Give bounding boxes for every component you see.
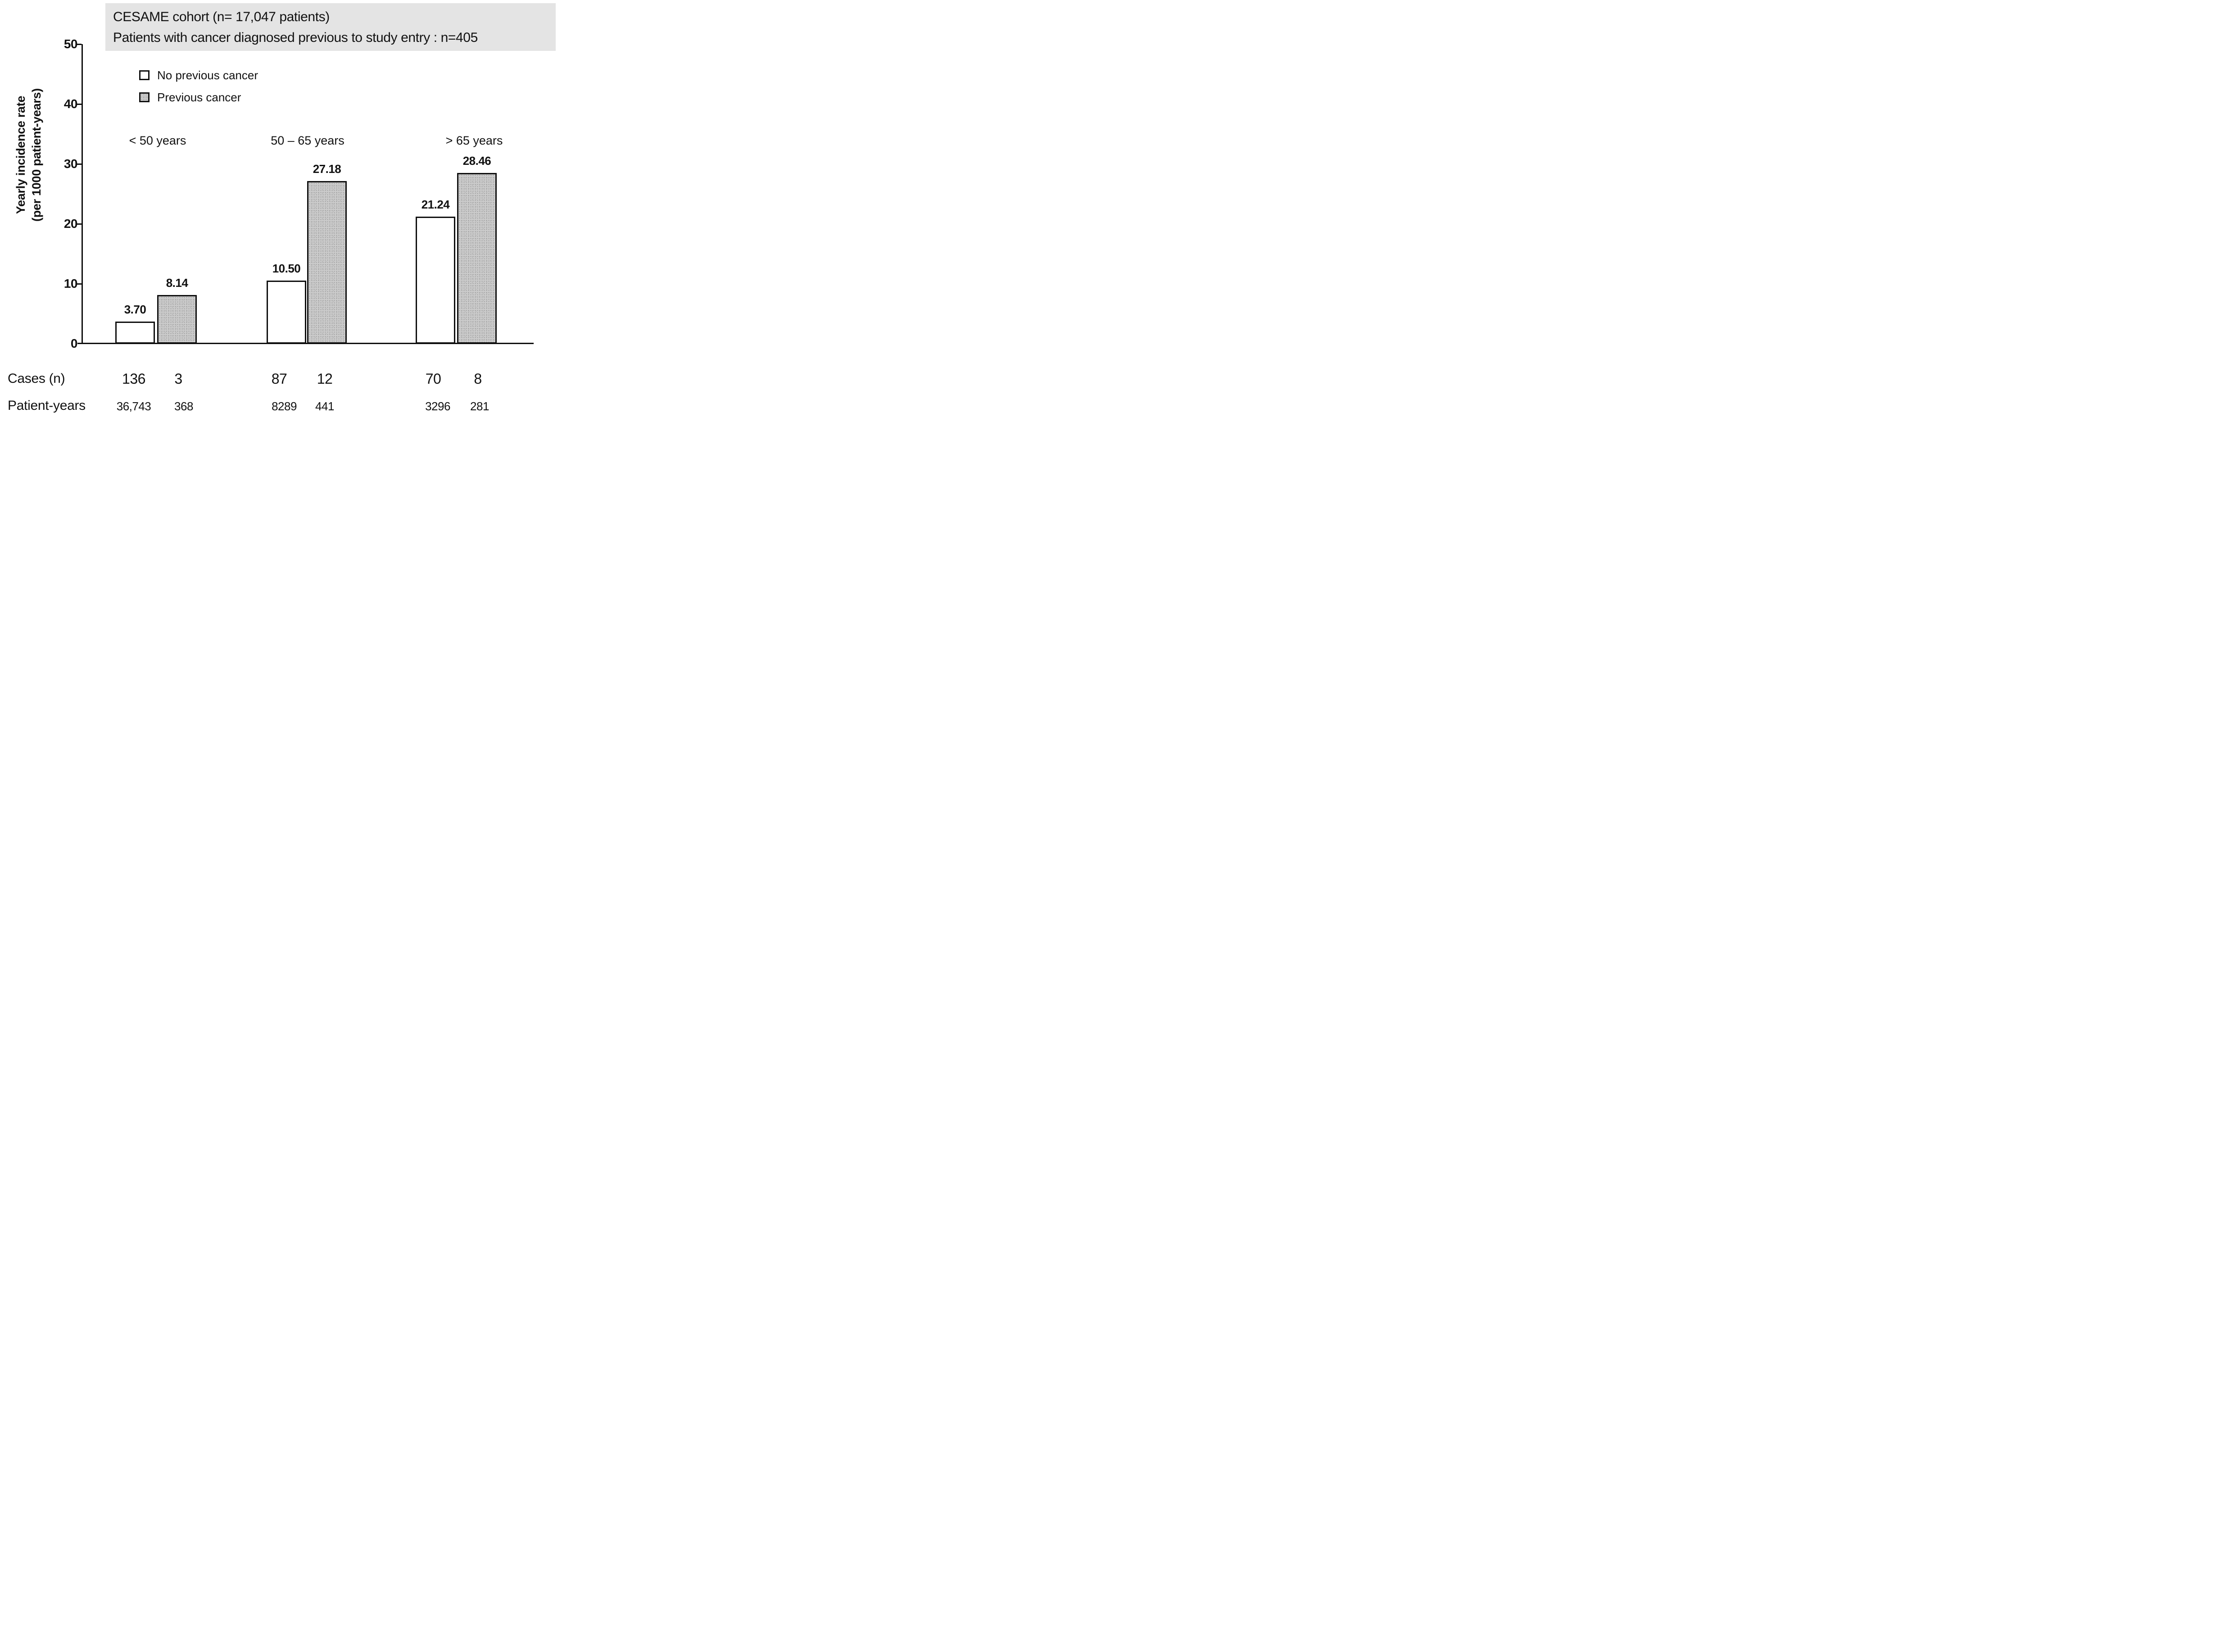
patient-years-value-3: 8289 [272, 399, 297, 413]
bar-value-label-no-previous-cancer-group-1: 3.70 [124, 303, 146, 316]
cases-value-2: 3 [174, 371, 182, 387]
bar-value-label-previous-cancer-group-3: 28.46 [462, 154, 491, 168]
bar-no-previous-cancer-group-3 [416, 217, 455, 344]
bar-previous-cancer-group-3 [457, 173, 497, 344]
y-tick-mark-50 [77, 44, 82, 45]
group-label-1: < 50 years [129, 134, 186, 147]
cases-value-5: 70 [425, 371, 441, 387]
bar-value-label-no-previous-cancer-group-2: 10.50 [272, 262, 301, 275]
bar-no-previous-cancer-group-1 [115, 322, 155, 344]
y-axis-label: Yearly incidence rate (per 1000 patient-… [13, 33, 45, 277]
y-tick-label-10: 10 [63, 277, 78, 290]
cases-value-6: 8 [474, 371, 482, 387]
bar-previous-cancer-group-1 [157, 295, 197, 344]
cases-value-3: 87 [271, 371, 287, 387]
y-tick-label-0: 0 [70, 336, 78, 350]
cases-value-1: 136 [122, 371, 145, 387]
legend-swatch-white-icon [139, 70, 150, 80]
chart-title-line-2: Patients with cancer diagnosed previous … [113, 30, 478, 45]
y-axis-line [82, 44, 83, 344]
patient-years-value-6: 281 [470, 399, 489, 413]
bar-value-label-previous-cancer-group-2: 27.18 [313, 162, 341, 176]
group-label-2: 50 – 65 years [271, 134, 345, 147]
patient-years-value-1: 36,743 [116, 399, 151, 413]
legend-swatch-gray-icon [139, 92, 150, 102]
bar-no-previous-cancer-group-2 [267, 281, 306, 344]
patient-years-value-2: 368 [174, 399, 193, 413]
y-tick-mark-40 [77, 104, 82, 105]
table-row-label-cases: Cases (n) [8, 371, 65, 386]
legend-label: Previous cancer [157, 90, 241, 104]
y-tick-mark-20 [77, 223, 82, 225]
patient-years-value-5: 3296 [425, 399, 450, 413]
y-axis-label-line-2: (per 1000 patient-years) [30, 88, 43, 222]
bar-value-label-previous-cancer-group-1: 8.14 [166, 276, 188, 290]
chart-title-line-1: CESAME cohort (n= 17,047 patients) [113, 9, 330, 24]
table-row-label-patient-years: Patient-years [8, 398, 86, 413]
legend-item-no-previous-cancer: No previous cancer [139, 68, 258, 83]
legend: No previous cancer Previous cancer [139, 68, 258, 112]
bar-value-label-no-previous-cancer-group-3: 21.24 [421, 198, 450, 211]
patient-years-value-4: 441 [315, 399, 334, 413]
y-axis-label-line-1: Yearly incidence rate [14, 95, 27, 214]
group-label-3: > 65 years [445, 134, 503, 147]
figure-page: CESAME cohort (n= 17,047 patients) Patie… [0, 0, 557, 413]
legend-item-previous-cancer: Previous cancer [139, 90, 258, 105]
y-tick-label-20: 20 [63, 217, 78, 231]
chart-title-box: CESAME cohort (n= 17,047 patients) Patie… [105, 3, 556, 51]
y-tick-label-50: 50 [63, 37, 78, 51]
bar-previous-cancer-group-2 [307, 181, 347, 344]
cases-value-4: 12 [317, 371, 333, 387]
y-tick-mark-30 [77, 163, 82, 165]
y-tick-label-30: 30 [63, 157, 78, 171]
y-tick-label-40: 40 [63, 97, 78, 111]
legend-label: No previous cancer [157, 68, 258, 82]
y-tick-mark-10 [77, 283, 82, 285]
